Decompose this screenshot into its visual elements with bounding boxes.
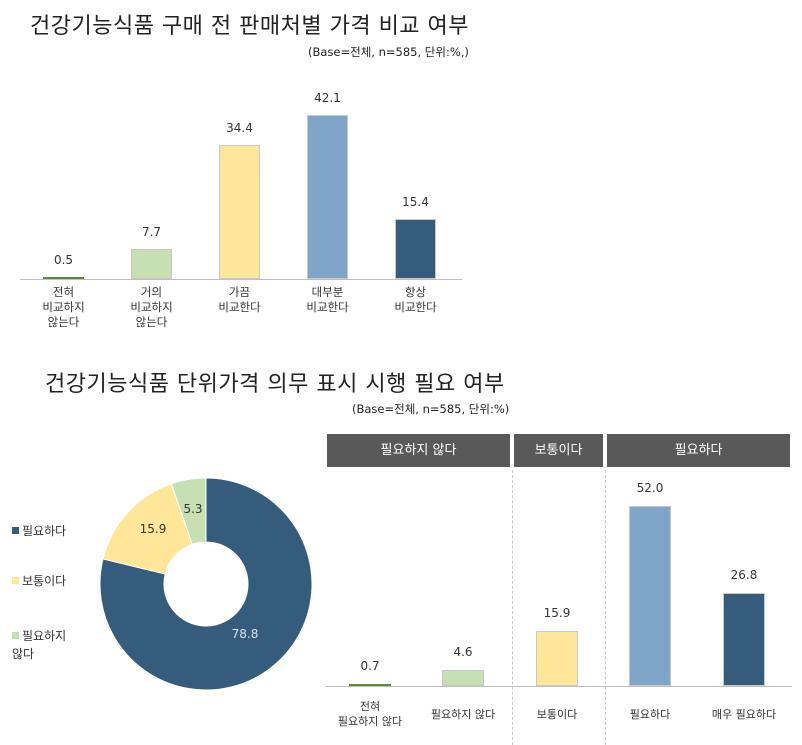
chart1-x-axis bbox=[20, 279, 462, 280]
legend-swatch-icon bbox=[12, 632, 19, 639]
chart3-bar bbox=[442, 670, 484, 686]
chart1-title: 건강기능식품 구매 전 판매처별 가격 비교 여부 bbox=[30, 14, 470, 39]
chart1-value-label: 15.4 bbox=[402, 195, 429, 209]
chart1-value-label: 42.1 bbox=[314, 91, 341, 105]
legend-swatch-icon bbox=[12, 577, 19, 584]
chart1-subtitle: (Base=전체, n=585, 단위:%,) bbox=[308, 45, 469, 59]
chart1-bar bbox=[395, 219, 436, 279]
group-divider bbox=[512, 470, 513, 745]
chart1-plot: 0.5 전혀 비교하지 않는다 7.7 거의 비교하지 않는다 34.4 가끔 비교한다 4… bbox=[0, 0, 802, 350]
legend-swatch-icon bbox=[12, 527, 19, 534]
chart3-bar bbox=[349, 684, 391, 686]
chart2-title: 건강기능식품 단위가격 의무 표시 시행 필요 여부 bbox=[45, 372, 505, 397]
donut-slice bbox=[102, 483, 193, 575]
legend-label: 필요하다 bbox=[22, 524, 67, 538]
chart3-category-label: 매우 필요하다 bbox=[711, 708, 777, 721]
chart3-value-label: 26.8 bbox=[730, 568, 758, 582]
chart3-value-label: 15.9 bbox=[543, 606, 571, 620]
donut-slice bbox=[99, 477, 313, 691]
chart1-category-label: 가끔 비교한다 bbox=[218, 285, 261, 314]
donut-value-label: 5.3 bbox=[183, 502, 202, 516]
chart3-bar bbox=[536, 631, 578, 686]
group-header: 필요하다 bbox=[607, 434, 790, 467]
chart1-category-label: 거의 비교하지 않는다 bbox=[130, 285, 173, 329]
chart3-x-axis bbox=[325, 686, 792, 687]
group-header: 필요하지 않다 bbox=[327, 434, 510, 467]
group-header: 보통이다 bbox=[514, 434, 603, 467]
chart3-value-label: 0.7 bbox=[360, 659, 380, 673]
donut-slice bbox=[170, 477, 207, 545]
legend-label: 보통이다 bbox=[22, 574, 67, 588]
chart1-category-label: 대부분 비교한다 bbox=[306, 285, 349, 314]
legend-label: 필요하지 않다 bbox=[12, 629, 67, 661]
chart2-subtitle: (Base=전체, n=585, 단위:%) bbox=[352, 402, 510, 416]
chart1-category-label: 전혀 비교하지 않는다 bbox=[42, 285, 85, 329]
legend-item: 보통이다 bbox=[12, 572, 66, 590]
chart3-category-label: 필요하다 bbox=[629, 708, 671, 721]
chart1-value-label: 0.5 bbox=[53, 253, 74, 267]
chart1-bar bbox=[307, 115, 348, 279]
chart3-bar bbox=[723, 593, 765, 686]
donut-value-label: 15.9 bbox=[140, 522, 167, 536]
chart1-bar bbox=[131, 249, 172, 279]
chart3-value-label: 52.0 bbox=[636, 481, 664, 495]
chart1-value-label: 34.4 bbox=[226, 121, 253, 135]
chart1-bar bbox=[219, 145, 260, 279]
donut-chart: 78.8 15.9 5.3 bbox=[95, 473, 317, 695]
chart3-category-label: 보통이다 bbox=[536, 708, 578, 721]
chart1-category-label: 항상 비교한다 bbox=[394, 285, 437, 314]
legend-item: 필요하지 않다 bbox=[12, 627, 66, 663]
chart1-bar bbox=[43, 277, 84, 279]
chart1-value-label: 7.7 bbox=[141, 225, 162, 239]
group-divider bbox=[605, 470, 606, 745]
chart3-value-label: 4.6 bbox=[453, 645, 473, 659]
donut-value-label: 78.8 bbox=[232, 627, 259, 641]
chart3-category-label: 전혀 필요하지 않다 bbox=[337, 700, 403, 728]
chart3-bar bbox=[629, 506, 671, 686]
legend-item: 필요하다 bbox=[12, 522, 66, 540]
chart3-category-label: 필요하지 않다 bbox=[430, 708, 496, 721]
